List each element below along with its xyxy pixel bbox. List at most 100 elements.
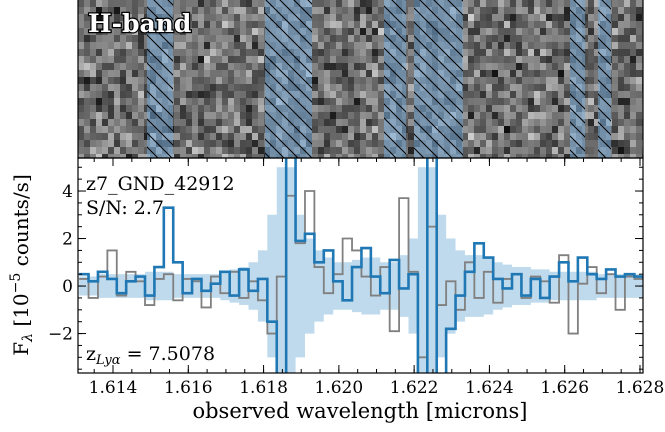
pixel — [330, 105, 336, 112]
pixel — [474, 21, 480, 28]
pixel — [516, 63, 522, 70]
pixel — [636, 154, 642, 158]
pixel — [210, 119, 216, 126]
pixel — [492, 63, 498, 70]
pixel — [198, 21, 204, 28]
pixel — [612, 14, 618, 21]
pixel — [564, 56, 570, 63]
pixel — [192, 63, 198, 70]
pixel — [90, 70, 96, 77]
pixel — [624, 77, 630, 84]
pixel — [234, 7, 240, 14]
pixel — [90, 91, 96, 98]
pixel — [516, 147, 522, 154]
pixel — [132, 77, 138, 84]
pixel — [222, 140, 228, 147]
pixel — [372, 154, 378, 158]
pixel — [228, 126, 234, 133]
pixel — [504, 0, 510, 7]
pixel — [198, 126, 204, 133]
pixel — [630, 105, 636, 112]
pixel — [522, 14, 528, 21]
spectrum-line — [79, 158, 643, 373]
pixel — [552, 63, 558, 70]
pixel — [186, 21, 192, 28]
pixel — [228, 105, 234, 112]
pixel — [594, 77, 600, 84]
pixel — [516, 112, 522, 119]
pixel — [336, 49, 342, 56]
pixel — [540, 21, 546, 28]
pixel — [522, 140, 528, 147]
pixel — [366, 49, 372, 56]
pixel — [114, 42, 120, 49]
pixel — [210, 77, 216, 84]
pixel — [114, 56, 120, 63]
pixel — [408, 42, 414, 49]
pixel — [102, 21, 108, 28]
pixel — [222, 14, 228, 21]
pixel — [192, 14, 198, 21]
pixel — [102, 63, 108, 70]
pixel — [372, 56, 378, 63]
pixel — [486, 84, 492, 91]
pixel — [522, 91, 528, 98]
pixel — [84, 56, 90, 63]
pixel — [636, 119, 642, 126]
pixel — [216, 70, 222, 77]
pixel — [558, 84, 564, 91]
pixel — [222, 77, 228, 84]
pixel — [492, 133, 498, 140]
pixel — [222, 28, 228, 35]
pixel — [336, 154, 342, 158]
pixel — [312, 14, 318, 21]
pixel — [540, 154, 546, 158]
pixel — [504, 119, 510, 126]
pixel — [354, 21, 360, 28]
pixel — [216, 105, 222, 112]
pixel — [108, 14, 114, 21]
pixel — [78, 91, 84, 98]
pixel — [516, 105, 522, 112]
pixel — [330, 28, 336, 35]
pixel — [612, 63, 618, 70]
pixel — [510, 21, 516, 28]
pixel — [552, 84, 558, 91]
pixel — [594, 98, 600, 105]
pixel — [114, 14, 120, 21]
pixel — [378, 154, 384, 158]
pixel — [186, 154, 192, 158]
x-tick-label: 1.628 — [616, 378, 665, 398]
pixel — [540, 140, 546, 147]
pixel — [234, 0, 240, 7]
pixel — [624, 21, 630, 28]
pixel — [564, 91, 570, 98]
pixel — [216, 119, 222, 126]
pixel — [540, 28, 546, 35]
pixel — [342, 56, 348, 63]
pixel — [378, 147, 384, 154]
pixel — [378, 49, 384, 56]
pixel — [132, 112, 138, 119]
pixel — [504, 7, 510, 14]
pixel — [372, 126, 378, 133]
pixel — [636, 70, 642, 77]
pixel — [318, 35, 324, 42]
pixel — [480, 91, 486, 98]
pixel — [558, 140, 564, 147]
pixel — [534, 56, 540, 63]
pixel — [126, 98, 132, 105]
pixel — [312, 105, 318, 112]
pixel — [120, 14, 126, 21]
pixel — [558, 77, 564, 84]
pixel — [462, 56, 468, 63]
pixel — [318, 7, 324, 14]
pixel — [360, 98, 366, 105]
pixel — [180, 105, 186, 112]
pixel — [522, 0, 528, 7]
pixel — [480, 147, 486, 154]
pixel — [234, 21, 240, 28]
pixel — [180, 21, 186, 28]
pixel — [630, 35, 636, 42]
pixel — [312, 56, 318, 63]
